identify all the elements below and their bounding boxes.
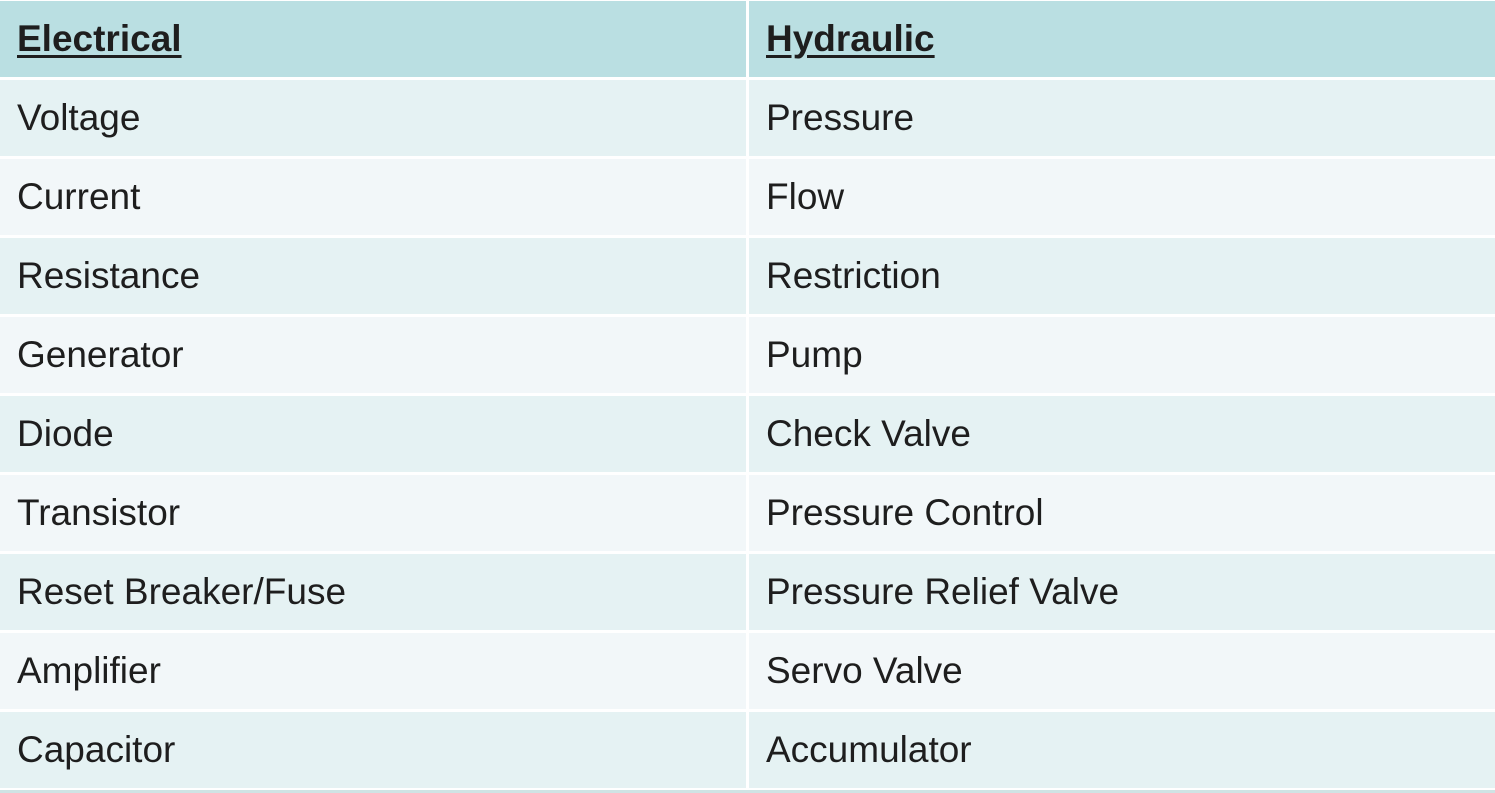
hydraulic-cell: Pump <box>749 317 1495 393</box>
hydraulic-cell: Check Valve <box>749 396 1495 472</box>
hydraulic-cell: Pressure <box>749 80 1495 156</box>
hydraulic-cell: Pressure Control <box>749 475 1495 551</box>
header-electrical: Electrical <box>0 1 746 77</box>
electrical-cell: Voltage <box>0 80 746 156</box>
hydraulic-cell: Flow <box>749 159 1495 235</box>
table-row: Amplifier Servo Valve <box>0 633 1495 709</box>
header-hydraulic: Hydraulic <box>749 1 1495 77</box>
electrical-cell: Reset Breaker/Fuse <box>0 554 746 630</box>
hydraulic-cell: Restriction <box>749 238 1495 314</box>
electrical-cell: Resistance <box>0 238 746 314</box>
table-row: Transistor Pressure Control <box>0 475 1495 551</box>
electrical-cell: Transistor <box>0 475 746 551</box>
table-row: Generator Pump <box>0 317 1495 393</box>
hydraulic-cell: Servo Valve <box>749 633 1495 709</box>
hydraulic-cell: Pressure Relief Valve <box>749 554 1495 630</box>
table-bottom-divider <box>0 790 1495 793</box>
table-row: Reset Breaker/Fuse Pressure Relief Valve <box>0 554 1495 630</box>
electrical-cell: Current <box>0 159 746 235</box>
electrical-cell: Amplifier <box>0 633 746 709</box>
table-row: Voltage Pressure <box>0 80 1495 156</box>
table-row: Diode Check Valve <box>0 396 1495 472</box>
table-row: Resistance Restriction <box>0 238 1495 314</box>
electrical-cell: Generator <box>0 317 746 393</box>
electrical-cell: Capacitor <box>0 712 746 788</box>
table-row: Capacitor Accumulator <box>0 712 1495 788</box>
electrical-cell: Diode <box>0 396 746 472</box>
table-row: Current Flow <box>0 159 1495 235</box>
table-header-row: Electrical Hydraulic <box>0 1 1495 77</box>
hydraulic-cell: Accumulator <box>749 712 1495 788</box>
